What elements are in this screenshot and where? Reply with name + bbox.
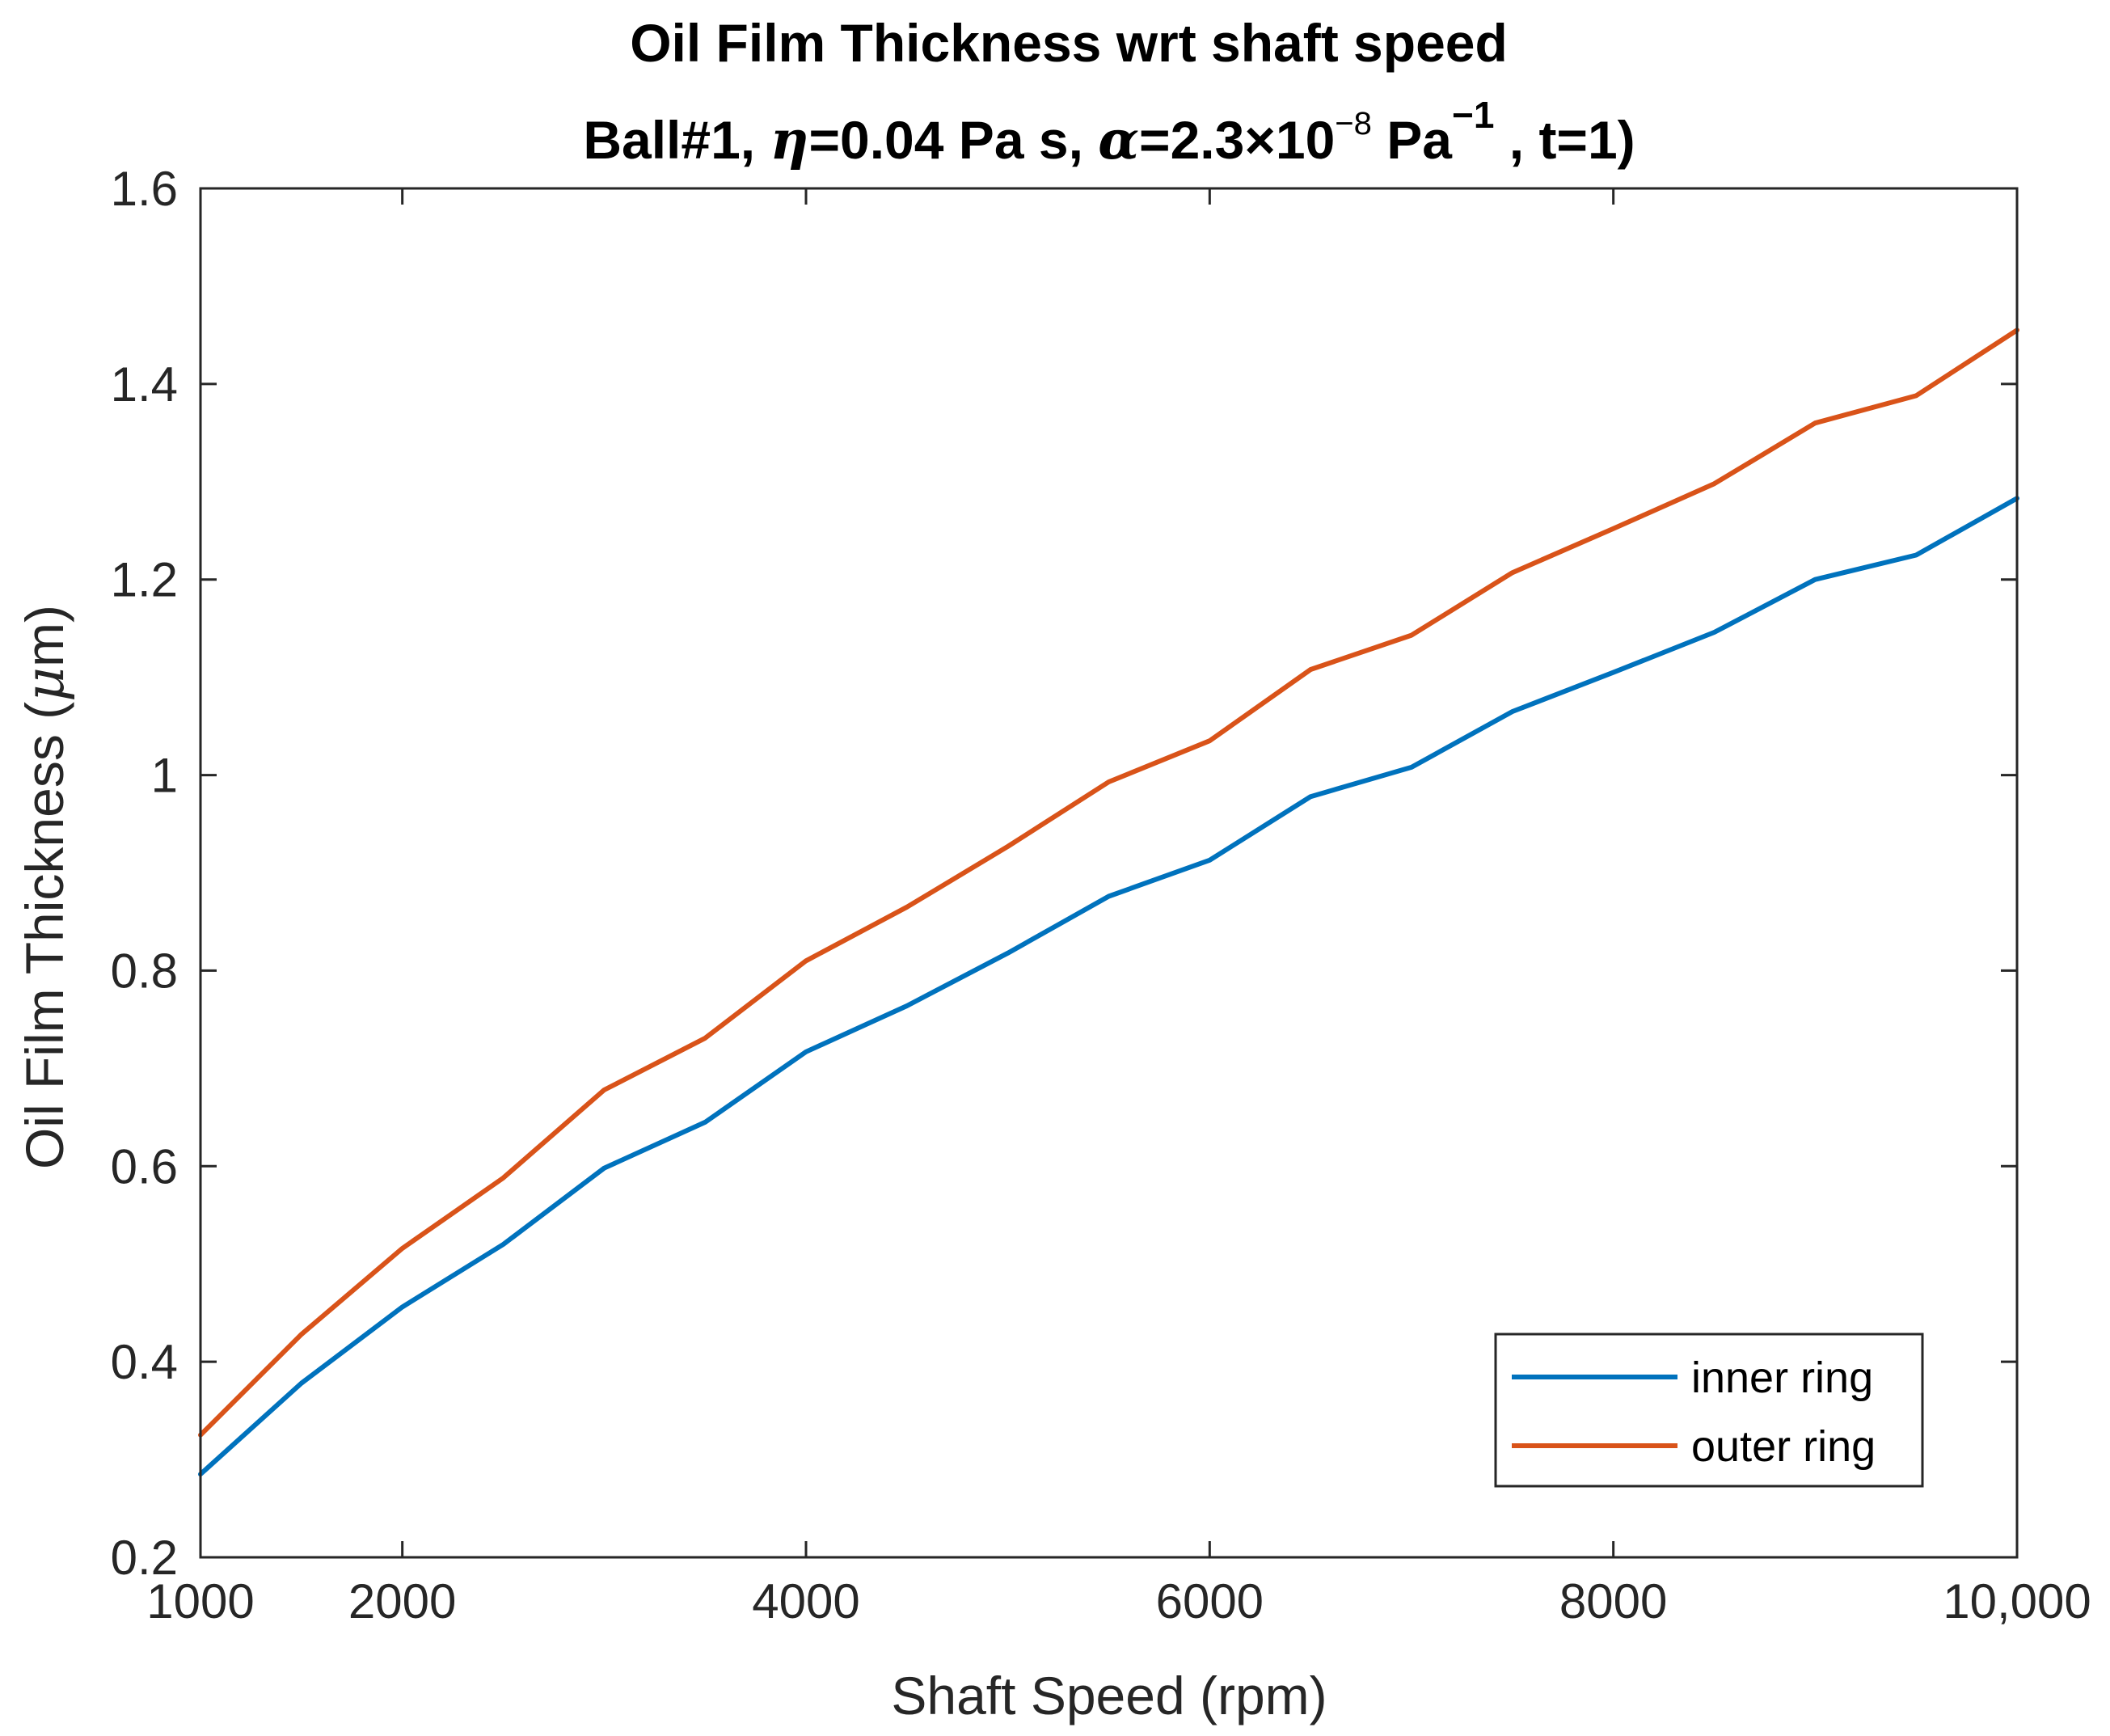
y-tick-label: 0.6 [111, 1139, 178, 1193]
subtitle-prefix: Ball#1, [583, 110, 770, 170]
y-axis-label-prefix: Oil Film Thickness ( [15, 702, 74, 1169]
y-tick-label: 1.4 [111, 357, 178, 412]
legend-box [1494, 1333, 1924, 1488]
legend-label-inner-ring: inner ring [1691, 1354, 1873, 1402]
x-axis-label: Shaft Speed (rpm) [891, 1666, 1327, 1725]
y-tick-label: 0.4 [111, 1335, 178, 1389]
subtitle-eta-value: =0.04 Pa s, [808, 110, 1098, 170]
y-tick-label: 0.8 [111, 944, 178, 998]
series-lines [198, 327, 2019, 1477]
legend: inner ring outer ring [1494, 1333, 1924, 1488]
x-tick-label: 2000 [348, 1574, 456, 1628]
x-tick-label: 8000 [1559, 1574, 1667, 1628]
x-tick-label: 1000 [146, 1574, 254, 1628]
y-tick-label: 0.2 [111, 1531, 178, 1585]
y-axis-label: Oil Film Thickness (μm) [14, 605, 76, 1169]
subtitle-alpha-value: =2.3×10 [1139, 110, 1335, 170]
subtitle-eta-symbol: η [770, 108, 808, 171]
subtitle-alpha-exponent: −8 [1335, 106, 1372, 141]
series-line-outer-ring [198, 327, 2019, 1438]
series-line-inner-ring [198, 496, 2019, 1477]
y-tick-label: 1.6 [111, 162, 178, 216]
plot-frame [199, 187, 2019, 1559]
x-tick-label: 6000 [1156, 1574, 1264, 1628]
subtitle-alpha-unit: Pa [1372, 110, 1453, 170]
chart-title: Oil Film Thickness wrt shaft speed [630, 13, 1508, 73]
subtitle-suffix: , t=1) [1494, 110, 1635, 170]
y-tick-label: 1.2 [111, 553, 178, 607]
chart-subtitle: Ball#1, η=0.04 Pa s, α=2.3×10−8 Pa−1 , t… [583, 94, 1635, 171]
x-tick-label: 10,000 [1943, 1574, 2091, 1628]
subtitle-alpha-symbol: α [1098, 108, 1139, 171]
tick-labels: 1000 2000 4000 6000 8000 10,000 0.2 0.4 0.6 0.8 1 1… [111, 162, 2091, 1628]
y-axis-label-mu: μ [14, 667, 76, 702]
legend-label-outer-ring: outer ring [1691, 1422, 1876, 1471]
y-tick-label: 1 [151, 749, 178, 803]
y-axis-label-suffix: m) [15, 605, 74, 667]
x-tick-label: 4000 [752, 1574, 859, 1628]
subtitle-unit-exponent: −1 [1452, 94, 1494, 136]
